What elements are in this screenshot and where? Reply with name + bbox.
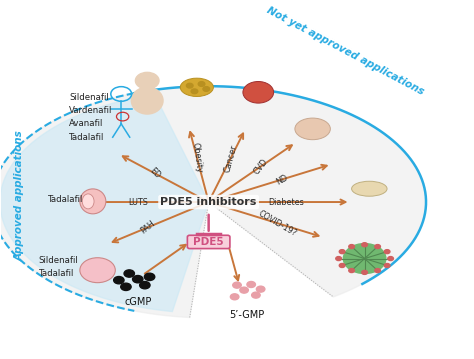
Circle shape	[349, 269, 355, 272]
Text: Approved applications: Approved applications	[15, 130, 25, 261]
Ellipse shape	[295, 118, 330, 140]
Circle shape	[233, 282, 241, 288]
Ellipse shape	[82, 194, 94, 209]
Text: LUTS: LUTS	[128, 197, 148, 206]
Circle shape	[336, 257, 341, 261]
Text: ND: ND	[275, 172, 290, 186]
Text: ED: ED	[147, 166, 162, 180]
Circle shape	[375, 244, 381, 248]
Text: Sildenafil
Vardenafil
Avanafil
Tadalafil: Sildenafil Vardenafil Avanafil Tadalafil	[69, 93, 113, 141]
Text: 5’-GMP: 5’-GMP	[229, 310, 264, 320]
Circle shape	[191, 89, 198, 94]
Circle shape	[186, 83, 193, 88]
Circle shape	[375, 269, 381, 272]
Circle shape	[240, 287, 248, 293]
Ellipse shape	[180, 78, 213, 97]
Text: Not yet approved applications: Not yet approved applications	[265, 5, 426, 97]
Ellipse shape	[80, 258, 115, 283]
Circle shape	[247, 281, 255, 288]
Ellipse shape	[131, 87, 164, 115]
Circle shape	[339, 264, 345, 267]
Text: PDE5 inhibitors: PDE5 inhibitors	[161, 197, 257, 207]
Ellipse shape	[80, 189, 106, 214]
Circle shape	[133, 275, 143, 283]
Circle shape	[362, 270, 367, 274]
Text: CVD: CVD	[252, 157, 270, 176]
Circle shape	[256, 286, 265, 292]
Circle shape	[198, 81, 205, 86]
Circle shape	[114, 276, 124, 284]
Circle shape	[339, 250, 345, 253]
Text: Tadalafil: Tadalafil	[48, 195, 83, 204]
Text: Cancer: Cancer	[223, 143, 239, 173]
Circle shape	[252, 292, 260, 298]
Circle shape	[136, 73, 159, 89]
Ellipse shape	[352, 181, 387, 196]
Polygon shape	[0, 86, 426, 317]
Circle shape	[388, 257, 393, 261]
Polygon shape	[0, 95, 209, 312]
Text: Diabetes: Diabetes	[269, 197, 304, 206]
Ellipse shape	[243, 81, 273, 103]
FancyBboxPatch shape	[187, 235, 230, 248]
Text: Sildenafil
Tadalafil: Sildenafil Tadalafil	[38, 256, 78, 278]
Circle shape	[349, 244, 355, 248]
Circle shape	[203, 87, 210, 91]
Circle shape	[121, 283, 131, 290]
Circle shape	[384, 250, 390, 253]
Text: COVID-19?: COVID-19?	[256, 209, 298, 238]
Text: Obesity: Obesity	[190, 141, 203, 173]
Circle shape	[230, 294, 239, 300]
Text: PDE5: PDE5	[193, 237, 224, 247]
Text: cGMP: cGMP	[124, 297, 151, 307]
Circle shape	[343, 244, 386, 274]
Text: PAH: PAH	[139, 219, 157, 236]
Circle shape	[124, 270, 135, 277]
Circle shape	[362, 243, 367, 247]
Circle shape	[140, 281, 150, 289]
Circle shape	[145, 273, 155, 280]
Circle shape	[384, 264, 390, 267]
